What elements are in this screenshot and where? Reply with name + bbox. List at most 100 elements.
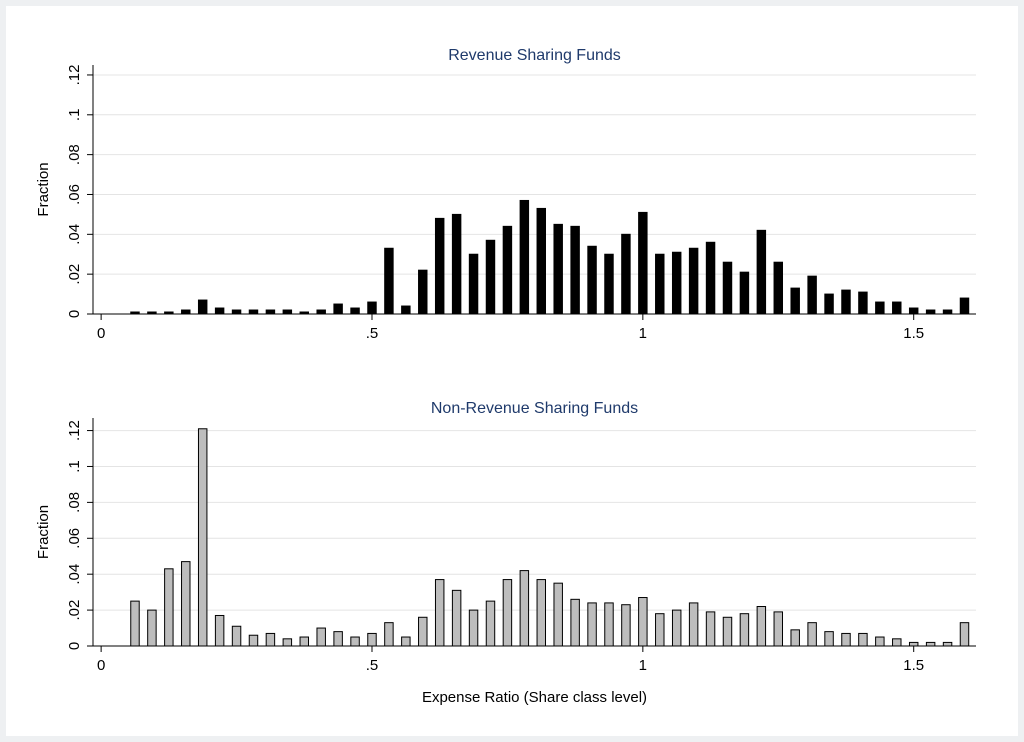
bar (181, 309, 191, 315)
bar (350, 307, 360, 315)
y-tick-label: 0 (66, 310, 83, 318)
x-tick-label: 1 (639, 325, 647, 342)
y-tick-label: .1 (66, 460, 83, 473)
bar (892, 301, 902, 315)
bar (959, 622, 970, 647)
bar (553, 582, 563, 647)
bar (502, 579, 513, 647)
bar (248, 309, 259, 315)
bar (367, 301, 377, 315)
bar (367, 632, 377, 647)
y-tick-label: .08 (66, 144, 83, 165)
y-tick-label: .04 (66, 564, 83, 585)
bar (875, 301, 885, 315)
bar (655, 613, 665, 647)
bar (604, 253, 614, 315)
bar (384, 247, 394, 315)
y-axis-label: Fraction (35, 505, 52, 559)
bar (485, 600, 496, 647)
bar (502, 225, 513, 315)
y-tick-label: 0 (66, 642, 83, 650)
bar (858, 632, 868, 647)
bar (655, 253, 665, 315)
bar (214, 614, 225, 647)
bar (756, 229, 767, 315)
bar (638, 211, 648, 315)
bar (773, 611, 784, 647)
x-tick-label: 1.5 (903, 657, 924, 674)
bar (248, 634, 259, 647)
bar (451, 589, 462, 647)
y-tick-label: .02 (66, 600, 83, 621)
bar (231, 309, 242, 315)
bar (401, 305, 411, 315)
y-tick-label: .06 (66, 528, 83, 549)
y-tick-label: .12 (66, 420, 83, 441)
bar (434, 579, 445, 647)
bar (214, 307, 225, 315)
bar (570, 598, 580, 647)
bar (418, 269, 428, 315)
bar (553, 223, 563, 315)
bar (824, 631, 834, 647)
bar (621, 233, 631, 315)
bar (959, 297, 970, 315)
bar (688, 602, 699, 647)
y-tick-label: .04 (66, 224, 83, 245)
chart-title: Revenue Sharing Funds (448, 47, 621, 64)
bar (722, 261, 733, 315)
bar (925, 309, 936, 315)
y-tick-label: .12 (66, 65, 83, 86)
bar (908, 307, 919, 315)
x-tick-label: 1.5 (903, 325, 924, 342)
bar (604, 602, 614, 647)
bar (333, 303, 343, 315)
bar (401, 636, 411, 647)
x-tick-label: 0 (97, 325, 105, 342)
bar (147, 609, 157, 647)
bar (892, 638, 902, 647)
bar (519, 199, 530, 315)
x-tick-label: 1 (639, 657, 647, 674)
bar (350, 636, 360, 647)
bar (384, 622, 394, 647)
bar (790, 287, 800, 315)
bar (621, 604, 631, 647)
bar (468, 253, 479, 315)
y-tick-label: .08 (66, 492, 83, 513)
bar (790, 629, 800, 647)
bar (265, 632, 276, 647)
y-tick-label: .1 (66, 109, 83, 122)
bar (925, 641, 936, 647)
bar (536, 207, 547, 315)
bar (705, 611, 716, 647)
chart-title: Non-Revenue Sharing Funds (431, 400, 638, 417)
bar (688, 247, 699, 315)
bar (722, 616, 733, 647)
bar (434, 217, 445, 315)
bar (130, 600, 140, 647)
bar (164, 568, 174, 647)
bar (705, 241, 716, 315)
bar (570, 225, 580, 315)
y-tick-label: .06 (66, 184, 83, 205)
bar (265, 309, 276, 315)
bar (333, 631, 343, 647)
bar (451, 213, 462, 315)
x-axis-label: Expense Ratio (Share class level) (422, 689, 647, 706)
y-tick-label: .02 (66, 264, 83, 285)
bar (197, 428, 208, 647)
bar (587, 602, 597, 647)
bar (316, 309, 326, 315)
bar (468, 609, 479, 647)
bar (181, 561, 191, 647)
bar (282, 309, 293, 315)
bar (231, 625, 242, 647)
bar (282, 638, 293, 647)
y-axis-label: Fraction (35, 162, 52, 216)
bar (807, 275, 817, 315)
bar (875, 636, 885, 647)
bar (638, 597, 648, 647)
